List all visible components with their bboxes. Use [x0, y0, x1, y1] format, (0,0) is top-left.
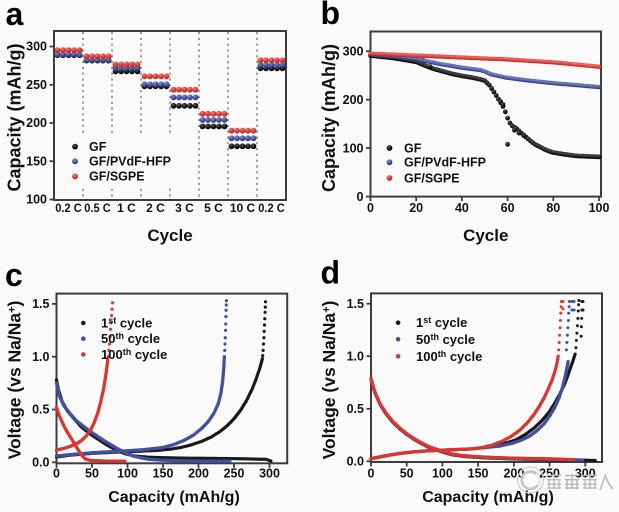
svg-text:0.5: 0.5	[347, 402, 364, 416]
svg-text:150: 150	[468, 467, 489, 481]
svg-text:200: 200	[503, 467, 524, 481]
svg-text:Voltage (vs Na/Na+): Voltage (vs Na/Na+)	[319, 301, 339, 460]
svg-text:GF/PVdF-HFP: GF/PVdF-HFP	[404, 156, 486, 170]
svg-text:0.0: 0.0	[32, 456, 49, 470]
svg-text:200: 200	[188, 467, 209, 481]
svg-text:0: 0	[367, 201, 374, 215]
svg-text:250: 250	[224, 467, 245, 481]
svg-text:Capacity (mAh/g): Capacity (mAh/g)	[422, 489, 554, 506]
svg-text:0.2 C: 0.2 C	[55, 201, 82, 215]
svg-text:0: 0	[368, 467, 375, 481]
svg-text:Voltage (vs Na/Na+): Voltage (vs Na/Na+)	[5, 301, 25, 460]
svg-text:Cycle: Cycle	[463, 226, 508, 245]
svg-text:300: 300	[343, 44, 364, 58]
svg-text:150: 150	[153, 467, 174, 481]
svg-text:2 C: 2 C	[146, 201, 165, 215]
svg-text:100: 100	[343, 141, 364, 155]
svg-text:GF/SGPE: GF/SGPE	[404, 171, 460, 185]
svg-text:100: 100	[589, 201, 610, 215]
svg-text:200: 200	[343, 93, 364, 107]
svg-text:Capacity (mAh/g): Capacity (mAh/g)	[319, 44, 339, 192]
svg-text:0: 0	[357, 190, 364, 204]
svg-text:100: 100	[117, 467, 138, 481]
svg-text:300: 300	[26, 40, 47, 54]
svg-text:150: 150	[26, 154, 47, 168]
svg-text:200: 200	[26, 116, 47, 130]
svg-text:60: 60	[501, 201, 515, 215]
svg-text:0.2 C: 0.2 C	[258, 201, 285, 215]
svg-text:250: 250	[26, 78, 47, 92]
svg-text:d: d	[321, 255, 341, 291]
svg-text:100th cycle: 100th cycle	[416, 349, 482, 364]
svg-text:300: 300	[259, 467, 280, 481]
svg-text:1.0: 1.0	[32, 350, 49, 364]
svg-text:100th cycle: 100th cycle	[101, 347, 167, 362]
svg-text:300: 300	[575, 467, 596, 481]
svg-text:250: 250	[539, 467, 560, 481]
svg-text:20: 20	[409, 201, 423, 215]
svg-text:b: b	[321, 0, 341, 31]
svg-text:1st cycle: 1st cycle	[101, 316, 152, 331]
svg-text:1 C: 1 C	[117, 201, 136, 215]
svg-text:50th cycle: 50th cycle	[416, 332, 475, 347]
svg-text:a: a	[6, 0, 24, 32]
svg-text:50: 50	[400, 467, 414, 481]
svg-text:50: 50	[85, 467, 99, 481]
svg-text:c: c	[5, 257, 23, 293]
svg-text:1.5: 1.5	[32, 297, 49, 311]
svg-text:80: 80	[546, 201, 560, 215]
svg-text:5 C: 5 C	[204, 201, 223, 215]
svg-text:50th cycle: 50th cycle	[101, 331, 160, 346]
svg-text:0.0: 0.0	[347, 455, 364, 469]
svg-text:GF/SGPE: GF/SGPE	[89, 170, 145, 184]
svg-text:100: 100	[26, 193, 47, 207]
svg-text:0: 0	[53, 467, 60, 481]
svg-text:Capacity (mAh/g): Capacity (mAh/g)	[108, 489, 240, 506]
svg-text:100: 100	[432, 467, 453, 481]
svg-text:3 C: 3 C	[175, 201, 194, 215]
svg-text:Capacity (mAh/g): Capacity (mAh/g)	[5, 43, 25, 191]
svg-text:GF: GF	[404, 141, 422, 155]
svg-text:1.5: 1.5	[347, 297, 364, 311]
svg-text:GF/PVdF-HFP: GF/PVdF-HFP	[89, 155, 171, 169]
svg-text:GF: GF	[89, 140, 107, 154]
svg-text:40: 40	[455, 201, 469, 215]
svg-text:1.0: 1.0	[347, 349, 364, 363]
svg-text:10 C: 10 C	[230, 201, 256, 215]
svg-text:Cycle: Cycle	[147, 226, 192, 245]
svg-text:0.5: 0.5	[32, 403, 49, 417]
svg-text:0.5 C: 0.5 C	[84, 201, 111, 215]
